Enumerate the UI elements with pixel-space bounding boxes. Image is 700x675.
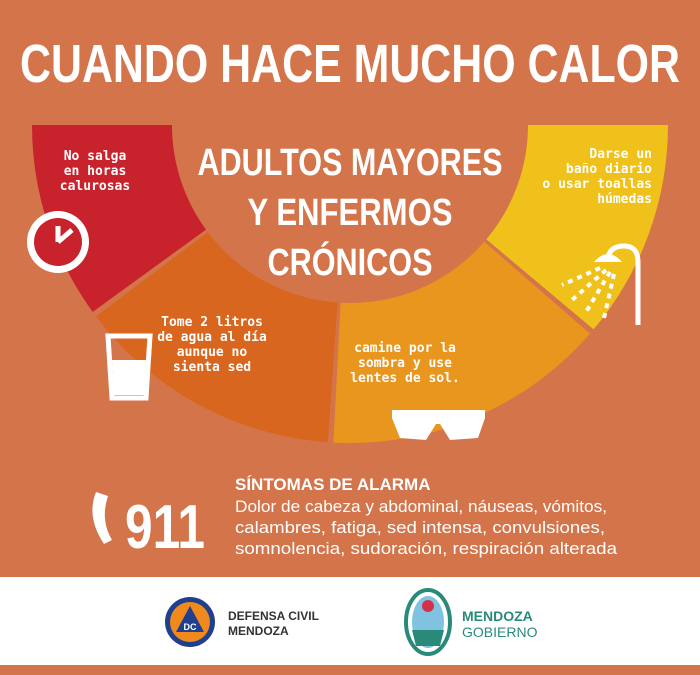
footer-right-line: GOBIERNO — [462, 624, 538, 640]
tip-line: sombra y use — [358, 356, 452, 371]
footer — [0, 577, 700, 665]
tip-line: aunque no — [177, 345, 248, 360]
alarm-line: somnolencia, sudoración, respiración alt… — [235, 539, 618, 558]
tip-line: húmedas — [597, 192, 652, 207]
center-line: CRÓNICOS — [268, 240, 433, 284]
alarm-line: Dolor de cabeza y abdominal, náuseas, vó… — [235, 497, 607, 516]
tip-line: en horas — [64, 164, 127, 179]
dc-logo: DC — [165, 597, 215, 647]
phone-number: 911 — [125, 493, 205, 562]
fan-segment — [96, 232, 338, 443]
fan-segment — [333, 241, 590, 443]
glass-icon — [105, 333, 153, 401]
footer-left-line: MENDOZA — [228, 624, 289, 638]
center-line: Y ENFERMOS — [248, 192, 453, 234]
title: CUANDO HACE MUCHO CALOR — [20, 34, 680, 94]
fan-segment — [486, 125, 668, 330]
tip-line: lentes de sol. — [350, 371, 460, 386]
alarm-title: SÍNTOMAS DE ALARMA — [235, 475, 431, 494]
dc-badge: DC — [184, 622, 197, 632]
footer-left-line: DEFENSA CIVIL — [228, 609, 319, 623]
phone-icon — [92, 492, 112, 544]
tip-line: sienta sed — [173, 360, 251, 375]
tip-line: o usar toallas — [542, 177, 652, 192]
tip-line: camine por la — [354, 341, 456, 356]
glasses-icon — [392, 410, 485, 440]
tip-line: de agua al día — [157, 330, 267, 345]
tip-line: baño diario — [566, 162, 652, 177]
mendoza-shield — [404, 588, 452, 656]
alarm-line: calambres, fatiga, sed intensa, convulsi… — [235, 518, 605, 537]
tip-line: Darse un — [589, 147, 652, 162]
tip-line: No salga — [64, 149, 127, 164]
tip-line: calurosas — [60, 179, 130, 194]
footer-right-line: MENDOZA — [462, 608, 533, 624]
center-line: ADULTOS MAYORES — [198, 142, 503, 184]
tip-line: Tome 2 litros — [161, 315, 263, 330]
clock-icon — [27, 211, 89, 273]
shower-icon — [561, 243, 641, 325]
